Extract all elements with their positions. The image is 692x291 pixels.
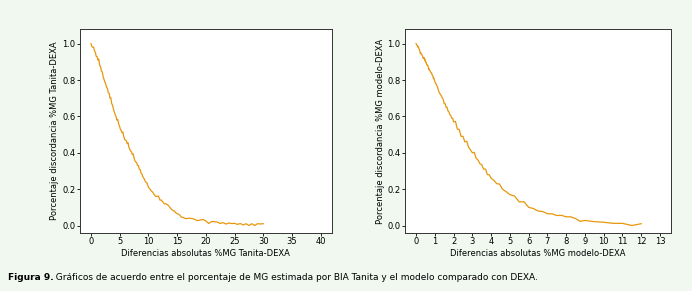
X-axis label: Diferencias absolutas %MG Tanita-DEXA: Diferencias absolutas %MG Tanita-DEXA xyxy=(121,249,291,258)
Y-axis label: Porcentaje discordancia %MG modelo-DEXA: Porcentaje discordancia %MG modelo-DEXA xyxy=(376,38,385,223)
Text: Figura 9.: Figura 9. xyxy=(8,273,54,282)
Y-axis label: Porcentaje discordancia %MG Tanita-DEXA: Porcentaje discordancia %MG Tanita-DEXA xyxy=(51,42,60,220)
Text: Gráficos de acuerdo entre el porcentaje de MG estimada por BIA Tanita y el model: Gráficos de acuerdo entre el porcentaje … xyxy=(50,273,538,282)
X-axis label: Diferencias absolutas %MG modelo-DEXA: Diferencias absolutas %MG modelo-DEXA xyxy=(450,249,626,258)
